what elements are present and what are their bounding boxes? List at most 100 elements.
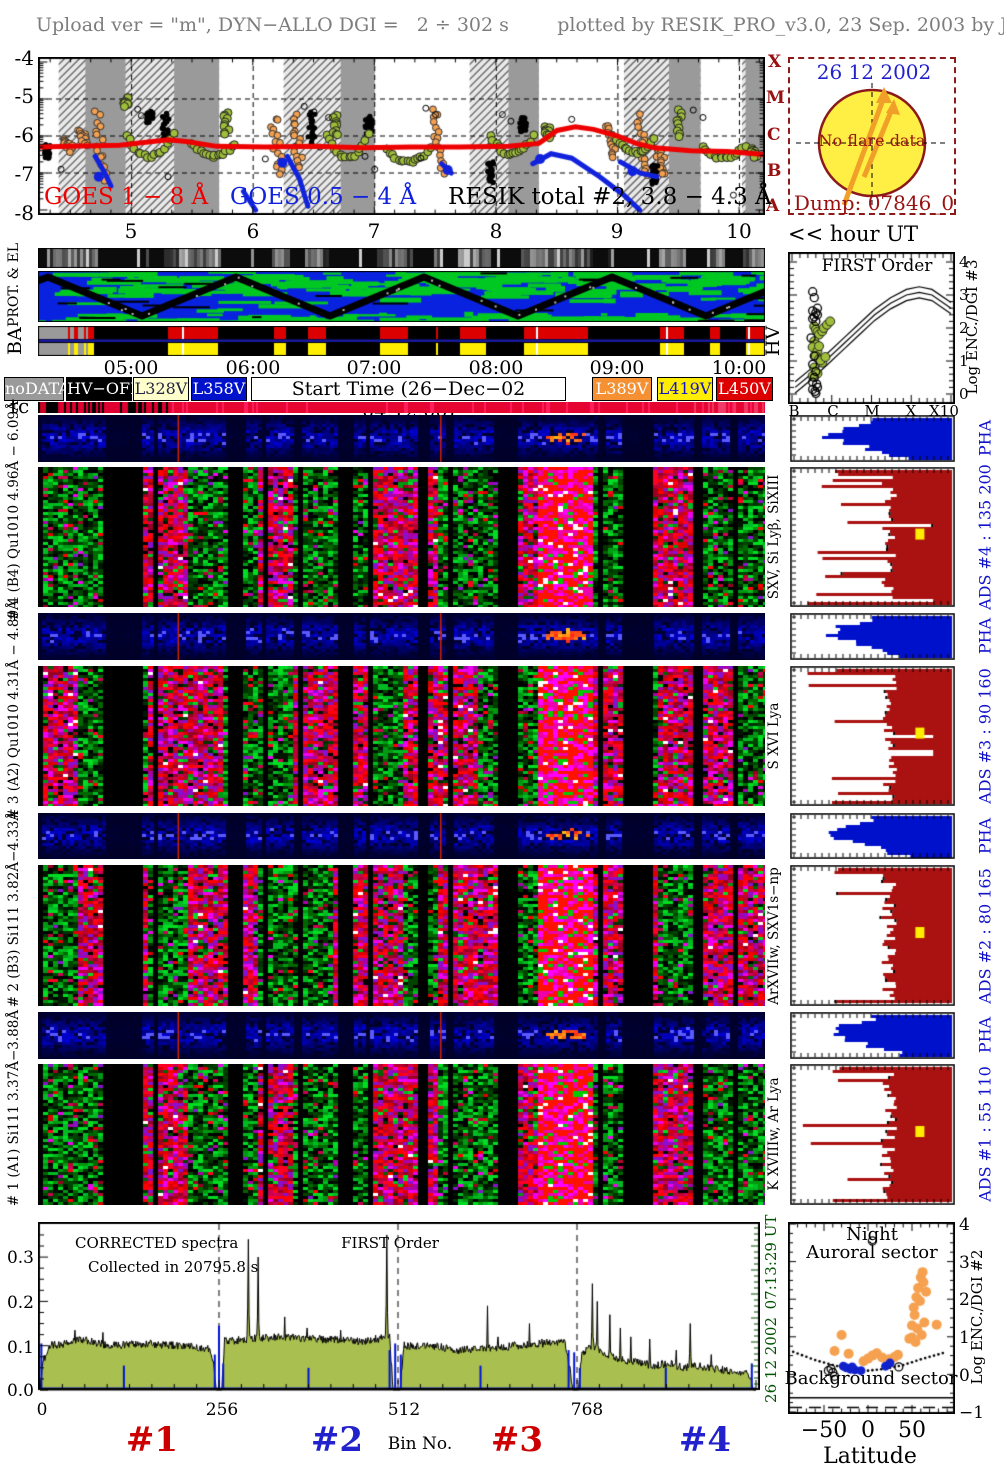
ads-spectrogram-ch4: [38, 467, 765, 607]
pha-label-4: PHA: [975, 419, 995, 457]
time-tick: 06:00: [225, 357, 281, 379]
corr-ytick: 0.3: [6, 1248, 34, 1268]
channel-label-1: # 1 (A1) Si111 3.37Å−3.88Å: [6, 1009, 22, 1207]
ads-spectrogram-ch1: [38, 1064, 765, 1205]
legend-l419v: L419V: [657, 377, 713, 401]
pha-spectrogram-ch3: [38, 613, 765, 660]
legend-hv-off: HV−OFF: [66, 377, 141, 401]
spectrum-time-label: 07:13:29 UT: [762, 1214, 780, 1310]
pha-label-1: PHA: [975, 1016, 995, 1054]
start-time-label: Start Time (26−Dec−02 04:12:00): [251, 377, 566, 422]
fo-ytick: 2: [959, 319, 969, 337]
flare-locator-box: 26 12 2002 No flare data Dump: 07846_0: [788, 57, 956, 215]
fo-xtick: X: [905, 402, 917, 420]
proton-electron-strip: [38, 271, 765, 322]
fo-xtick: C: [827, 402, 839, 420]
night-ytick: 1: [959, 1328, 970, 1348]
fo-ytick: 4: [959, 253, 969, 271]
goes-xtick: 10: [726, 219, 752, 243]
ads-label-2: ADS #2 : 80 165: [975, 868, 995, 1004]
goes-xtick: 8: [489, 219, 503, 243]
corr-xtick: 512: [387, 1400, 421, 1420]
pha-histogram-ch2: [790, 813, 955, 859]
ads-spectrogram-ch2: [38, 865, 765, 1006]
channel-label-4: # 4 (B4) Qu1010 4.96Å − 6.09Å: [6, 401, 22, 621]
fo-xtick: M: [864, 402, 880, 420]
night-ylabel: Log ENC./DGI #2: [968, 1249, 986, 1385]
goes-ytick: -6: [14, 123, 34, 147]
pha-label-2: PHA: [975, 817, 995, 855]
first-order-title: FIRST Order: [821, 256, 933, 276]
legend-nodata: noDATA: [4, 377, 70, 401]
goes-xtick: 6: [246, 219, 260, 243]
corr-xtick: 256: [205, 1400, 239, 1420]
pha-spectrogram-ch4: [38, 415, 765, 462]
legend-l450v: L450V: [716, 377, 773, 401]
legend-l389v: L389V: [592, 377, 652, 401]
night-ytick: 4: [959, 1215, 970, 1235]
prot-el-label: PROT. & EL: [6, 242, 22, 328]
ads-label-3: ADS #3 : 90 160: [975, 668, 995, 804]
sun-disk-graphic: [796, 83, 948, 206]
time-tick: 09:00: [589, 357, 645, 379]
segment-label-4: #4: [678, 1420, 732, 1460]
pha-label-3: PHA: [975, 617, 995, 655]
pha-spectrogram-ch1: [38, 1012, 765, 1059]
ads-spectrogram-ch3: [38, 666, 765, 806]
line-label-4: SXV, Si Lyβ, SiXIII: [766, 474, 782, 600]
time-tick: 08:00: [468, 357, 524, 379]
line-label-3: S XVI Lya: [766, 702, 782, 770]
pha-histogram-ch4: [790, 415, 955, 462]
goes-class-b: B: [767, 161, 782, 181]
pha-spectrogram-ch2: [38, 813, 765, 859]
fo-ytick: 0: [959, 385, 969, 403]
ads-histogram-ch3: [790, 666, 955, 806]
hour-ut-label: << hour UT: [788, 222, 918, 246]
ads-label-1: ADS #1 : 55 110: [975, 1066, 995, 1202]
goes-class-a: A: [766, 196, 780, 216]
goes-class-c: C: [767, 125, 781, 145]
goes-xtick: 9: [610, 219, 624, 243]
corrected-subtitle: Collected in 20795.8 s: [88, 1258, 259, 1276]
segment-label-3: #3: [490, 1420, 544, 1460]
first-order-plot: [788, 252, 955, 404]
corrected-title: CORRECTED spectra: [75, 1234, 239, 1252]
night-ytick: −1: [959, 1403, 985, 1423]
night-title: Night: [846, 1224, 898, 1245]
corr-xtick: 0: [36, 1400, 48, 1420]
spectrum-date-label: 26 12 2002: [762, 1317, 780, 1403]
night-ytick: 3: [959, 1253, 970, 1273]
tc-label: tc: [10, 394, 30, 418]
night-sector-plot: [788, 1222, 955, 1414]
flare-date: 26 12 2002: [816, 60, 932, 84]
goes-legend-short: GOES 0.5 − 4 Å: [230, 184, 417, 210]
corrected-spectra-plot: [38, 1222, 760, 1394]
night-xtick: −50: [800, 1418, 848, 1443]
flare-arrow-head-1: [876, 87, 892, 103]
corr-ytick: 0.2: [6, 1293, 34, 1313]
elevation-gray-strip: [38, 248, 765, 268]
ba-label: BA: [4, 327, 26, 355]
fo-xtick: B: [788, 402, 800, 420]
legend-l328v: L328V: [133, 377, 189, 401]
auroral-sector-title: Auroral sector: [806, 1242, 938, 1263]
ads-histogram-ch4: [790, 467, 955, 607]
fo-xtick: X10: [929, 402, 959, 420]
corr-ytick: 0.1: [6, 1338, 34, 1358]
flare-message: No flare data: [818, 131, 926, 150]
time-tick: 07:00: [346, 357, 402, 379]
goes-time-plot: [38, 57, 765, 215]
goes-ytick: -8: [14, 201, 34, 225]
flare-arrow-head-2: [886, 99, 900, 115]
channel-label-3: # 3 (A2) Qu1010 4.31Å − 4.89Å: [6, 600, 22, 820]
legend-l358v: L358V: [191, 377, 247, 401]
goes-legend-resik: RESIK total #2, 3.8 − 4.3 Å: [448, 184, 772, 210]
corr-ytick: 0.0: [6, 1381, 34, 1401]
segment-label-1: #1: [125, 1420, 179, 1460]
ads-histogram-ch2: [790, 865, 955, 1006]
pha-histogram-ch1: [790, 1012, 955, 1059]
goes-ytick: -5: [14, 84, 34, 108]
flare-arrow-1: [841, 96, 887, 206]
background-sector-label: Background sector: [784, 1368, 958, 1389]
